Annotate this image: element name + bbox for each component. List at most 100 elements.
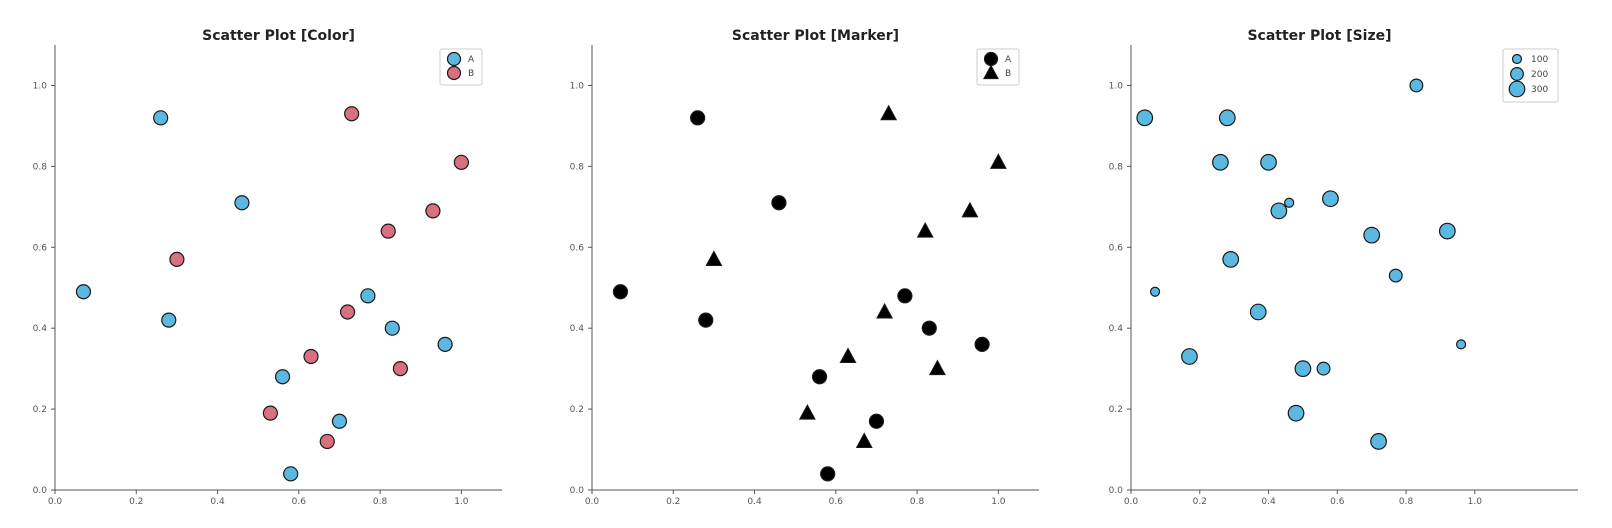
data-point-series-B (876, 302, 894, 319)
data-point-series-B (425, 203, 441, 219)
data-point-series-B (380, 223, 396, 239)
x-tick-label: 0.4 (747, 497, 762, 507)
data-point (1287, 404, 1305, 422)
data-point (1249, 303, 1267, 321)
data-point (1212, 153, 1229, 171)
data-point (1455, 339, 1467, 350)
data-point-series-A (234, 195, 250, 211)
data-point (1294, 360, 1312, 378)
data-point (1218, 109, 1236, 127)
y-tick-label: 0.0 (1109, 486, 1124, 496)
data-point-series-B (453, 154, 469, 170)
legend-box (439, 48, 483, 86)
data-point-series-B (319, 433, 335, 450)
data-point-series-A (384, 320, 400, 336)
legend-label: 300 (1531, 85, 1548, 95)
data-point (1270, 202, 1288, 220)
data-point (1284, 197, 1295, 208)
data-point (1370, 433, 1387, 450)
data-point-series-A (283, 466, 299, 482)
legend-marker (446, 51, 462, 67)
data-point-series-A (811, 369, 828, 385)
x-tick-label: 1.0 (1468, 497, 1483, 507)
x-tick-label: 0.4 (1261, 497, 1276, 507)
data-point-series-B (798, 404, 816, 420)
x-tick-label: 1.0 (991, 497, 1006, 507)
y-tick-label: 0.4 (570, 324, 585, 334)
y-tick-label: 0.8 (570, 162, 585, 172)
x-tick-label: 0.2 (1193, 497, 1207, 507)
chart-title: Scatter Plot [Size] (1247, 28, 1391, 44)
data-point (1438, 222, 1456, 240)
y-tick-label: 1.0 (570, 81, 585, 91)
data-point-series-B (855, 432, 873, 448)
x-tick-label: 0.0 (1124, 497, 1139, 507)
data-point-series-B (839, 347, 857, 364)
data-point-series-B (169, 251, 185, 268)
legend: AB (439, 48, 483, 86)
data-point (1222, 251, 1240, 268)
data-point-series-A (820, 466, 836, 482)
data-point-series-B (961, 201, 979, 218)
y-tick-label: 0.6 (33, 243, 48, 253)
data-point (1322, 190, 1339, 208)
data-point-series-B (916, 221, 934, 238)
data-point (1181, 348, 1198, 365)
legend-marker (1508, 80, 1526, 98)
data-point-series-B (344, 106, 360, 122)
data-point-series-B (262, 405, 278, 421)
legend-marker (983, 64, 999, 80)
legend: 100 200 300 (1502, 48, 1559, 103)
data-point (1260, 153, 1277, 171)
data-point-series-A (897, 288, 913, 304)
data-point-series-A (75, 284, 92, 300)
legend-label: A (1005, 55, 1012, 65)
y-tick-label: 0.4 (33, 324, 48, 334)
y-tick-label: 0.8 (33, 162, 48, 172)
chart-panel-1: Scatter Plot [Color] 0.0 0.2 0.4 0.6 0.8 1.0 0.… (33, 28, 502, 507)
data-point (1149, 286, 1161, 297)
data-point (1363, 226, 1381, 244)
legend-marker (1511, 53, 1523, 65)
y-tick-label: 0.2 (33, 405, 47, 415)
x-tick-label: 0.6 (292, 497, 307, 507)
y-tick-label: 0.6 (1109, 243, 1124, 253)
y-tick-label: 1.0 (1109, 81, 1124, 91)
y-tick-label: 0.2 (1109, 405, 1123, 415)
chart-panel-2: Scatter Plot [Marker] 0.0 0.2 0.4 0.6 0.8 1.0 0… (570, 28, 1039, 507)
x-tick-label: 0.6 (829, 497, 844, 507)
data-point-series-B (392, 361, 409, 377)
legend-label: A (468, 55, 475, 65)
data-point (1409, 78, 1424, 93)
y-tick-label: 0.8 (1109, 162, 1124, 172)
legend-label: 100 (1531, 55, 1548, 65)
data-point (1136, 109, 1154, 127)
chart-title: Scatter Plot [Color] (202, 28, 355, 44)
y-tick-label: 0.0 (33, 486, 48, 496)
x-tick-label: 0.8 (1399, 497, 1414, 507)
data-point-series-B (303, 348, 319, 365)
x-tick-label: 0.6 (1330, 497, 1345, 507)
legend-marker (1510, 67, 1524, 81)
x-tick-label: 0.0 (585, 497, 600, 507)
data-point-series-A (153, 110, 169, 126)
legend-label: B (1005, 69, 1011, 79)
data-point-series-A (331, 413, 348, 429)
data-point-series-B (928, 359, 946, 376)
y-tick-label: 1.0 (33, 81, 48, 91)
x-tick-label: 1.0 (454, 497, 469, 507)
data-point-series-A (771, 195, 787, 211)
y-tick-label: 0.4 (1109, 324, 1124, 334)
x-tick-label: 0.8 (910, 497, 925, 507)
x-tick-label: 0.2 (129, 497, 143, 507)
data-point (1388, 268, 1403, 283)
data-point-series-A (437, 336, 453, 352)
data-point-series-B (989, 153, 1007, 169)
data-point-series-A (974, 336, 990, 352)
data-point-series-A (698, 312, 714, 328)
legend-label: 200 (1531, 70, 1548, 80)
x-tick-label: 0.0 (48, 497, 63, 507)
chart-title: Scatter Plot [Marker] (732, 28, 899, 44)
legend-box (976, 48, 1020, 86)
